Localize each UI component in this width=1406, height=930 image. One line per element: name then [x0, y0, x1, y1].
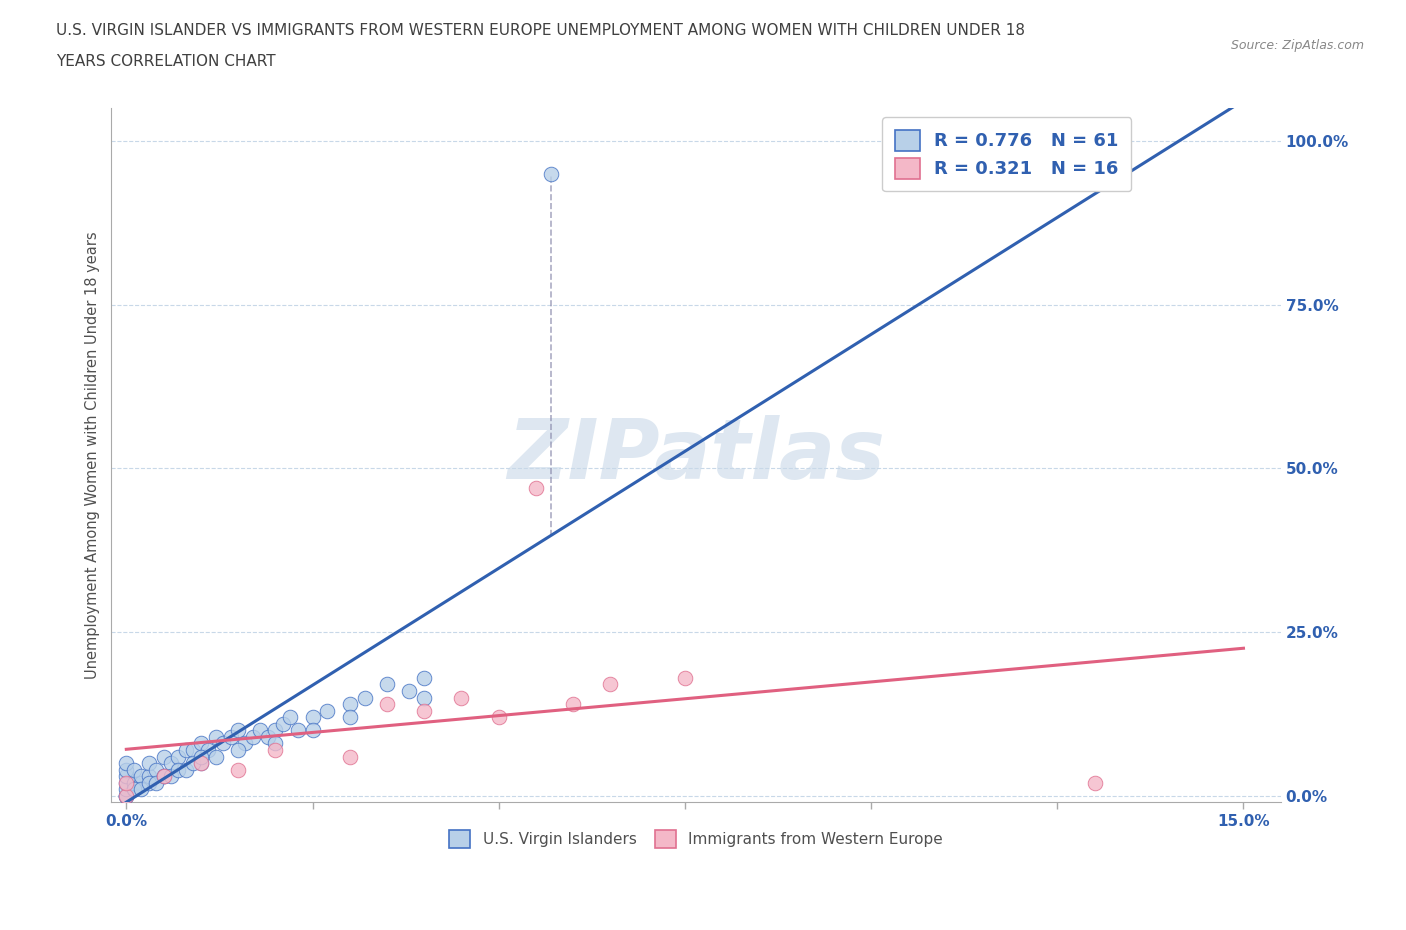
Point	[256, 729, 278, 744]
Point	[235, 736, 257, 751]
Y-axis label: Unemployment Among Women with Children Under 18 years: Unemployment Among Women with Children U…	[86, 232, 100, 679]
Point	[115, 789, 138, 804]
Point	[122, 782, 145, 797]
Point	[167, 763, 190, 777]
Legend: U.S. Virgin Islanders, Immigrants from Western Europe: U.S. Virgin Islanders, Immigrants from W…	[440, 821, 952, 857]
Point	[204, 729, 226, 744]
Point	[115, 769, 138, 784]
Point	[249, 723, 271, 737]
Point	[160, 756, 183, 771]
Text: YEARS CORRELATION CHART: YEARS CORRELATION CHART	[56, 54, 276, 69]
Point	[115, 789, 138, 804]
Text: Source: ZipAtlas.com: Source: ZipAtlas.com	[1230, 39, 1364, 52]
Point	[115, 763, 138, 777]
Point	[226, 723, 249, 737]
Point	[219, 729, 242, 744]
Point	[129, 776, 152, 790]
Point	[413, 703, 436, 718]
Point	[398, 684, 420, 698]
Point	[122, 782, 145, 797]
Point	[190, 756, 212, 771]
Point	[167, 749, 190, 764]
Point	[413, 690, 436, 705]
Point	[301, 710, 323, 724]
Point	[152, 749, 174, 764]
Point	[339, 710, 361, 724]
Point	[174, 763, 197, 777]
Point	[122, 763, 145, 777]
Point	[190, 749, 212, 764]
Point	[183, 742, 205, 757]
Point	[339, 697, 361, 711]
Point	[115, 789, 138, 804]
Point	[540, 166, 562, 181]
Point	[264, 736, 287, 751]
Point	[301, 723, 323, 737]
Point	[190, 756, 212, 771]
Point	[450, 690, 472, 705]
Point	[115, 756, 138, 771]
Point	[129, 782, 152, 797]
Point	[599, 677, 621, 692]
Point	[115, 776, 138, 790]
Point	[562, 697, 585, 711]
Point	[278, 710, 301, 724]
Point	[339, 749, 361, 764]
Point	[271, 716, 294, 731]
Point	[152, 769, 174, 784]
Point	[264, 742, 287, 757]
Point	[190, 736, 212, 751]
Point	[264, 723, 287, 737]
Point	[145, 776, 167, 790]
Point	[152, 769, 174, 784]
Point	[212, 736, 235, 751]
Point	[138, 756, 160, 771]
Point	[122, 776, 145, 790]
Point	[204, 749, 226, 764]
Point	[673, 671, 696, 685]
Point	[145, 763, 167, 777]
Point	[226, 763, 249, 777]
Point	[413, 671, 436, 685]
Point	[197, 742, 219, 757]
Point	[115, 789, 138, 804]
Point	[183, 756, 205, 771]
Text: U.S. VIRGIN ISLANDER VS IMMIGRANTS FROM WESTERN EUROPE UNEMPLOYMENT AMONG WOMEN : U.S. VIRGIN ISLANDER VS IMMIGRANTS FROM …	[56, 23, 1025, 38]
Point	[115, 776, 138, 790]
Text: ZIPatlas: ZIPatlas	[508, 415, 884, 496]
Point	[160, 769, 183, 784]
Point	[174, 742, 197, 757]
Point	[1083, 776, 1105, 790]
Point	[375, 677, 398, 692]
Point	[152, 769, 174, 784]
Point	[353, 690, 375, 705]
Point	[316, 703, 339, 718]
Point	[488, 710, 510, 724]
Point	[129, 769, 152, 784]
Point	[226, 742, 249, 757]
Point	[287, 723, 309, 737]
Point	[138, 776, 160, 790]
Point	[524, 481, 547, 496]
Point	[242, 729, 264, 744]
Point	[115, 782, 138, 797]
Point	[375, 697, 398, 711]
Point	[138, 769, 160, 784]
